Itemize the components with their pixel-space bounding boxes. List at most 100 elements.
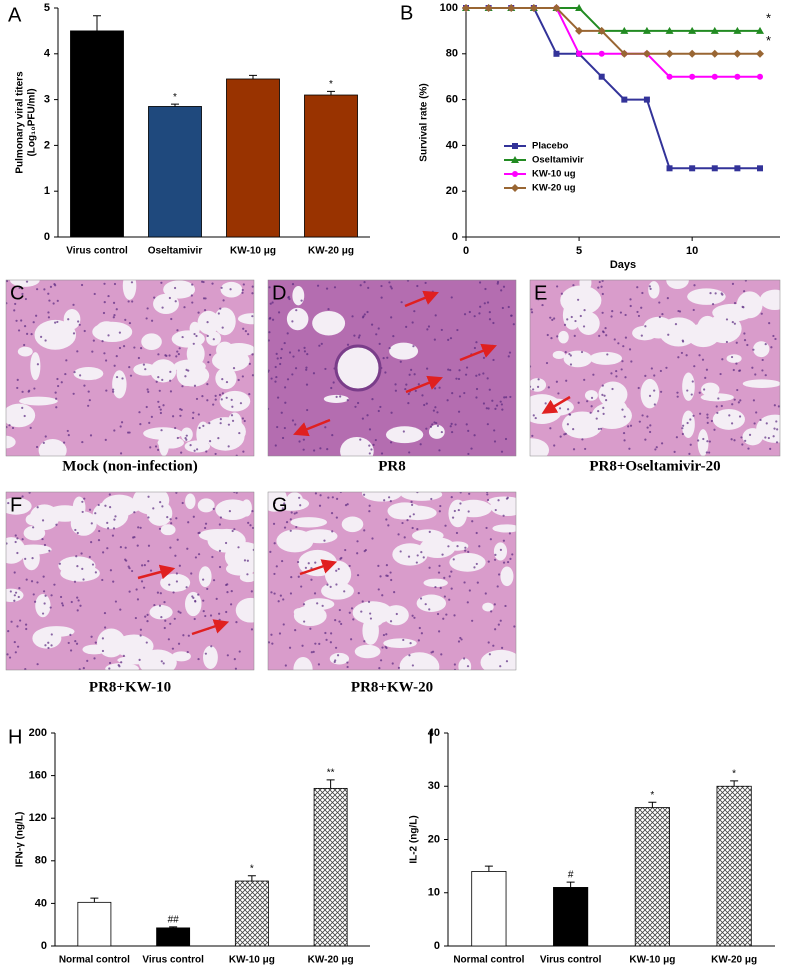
- nucleus: [251, 285, 254, 288]
- y-tick-label: 20: [428, 833, 440, 845]
- nucleus: [91, 350, 94, 353]
- nucleus: [175, 572, 178, 575]
- nucleus: [653, 403, 656, 406]
- nucleus: [636, 286, 639, 289]
- nucleus: [108, 493, 111, 496]
- nucleus: [733, 322, 736, 325]
- nucleus: [772, 435, 775, 438]
- alveolus: [6, 537, 26, 564]
- nucleus: [440, 430, 443, 434]
- nucleus: [767, 436, 770, 440]
- alveolus: [726, 354, 742, 363]
- nucleus: [600, 285, 603, 288]
- nucleus: [378, 342, 381, 345]
- nucleus: [611, 387, 614, 391]
- nucleus: [140, 580, 144, 583]
- nucleus: [458, 395, 462, 398]
- nucleus: [231, 419, 235, 422]
- nucleus: [363, 640, 366, 643]
- nucleus: [590, 405, 593, 408]
- nucleus: [483, 302, 486, 305]
- nucleus: [279, 362, 282, 366]
- nucleus: [160, 616, 163, 619]
- nucleus: [450, 587, 453, 590]
- nucleus: [371, 398, 374, 401]
- nucleus: [369, 617, 373, 620]
- y-tick-label: 30: [428, 780, 440, 792]
- nucleus: [426, 367, 429, 370]
- nucleus: [233, 658, 236, 661]
- nucleus: [457, 377, 461, 381]
- nucleus: [764, 374, 767, 377]
- nucleus: [302, 603, 306, 606]
- nucleus: [114, 600, 118, 603]
- nucleus: [389, 620, 393, 623]
- nucleus: [251, 374, 254, 377]
- nucleus: [499, 548, 502, 551]
- nucleus: [706, 421, 709, 424]
- nucleus: [273, 501, 276, 505]
- nucleus: [494, 628, 497, 631]
- nucleus: [56, 377, 59, 381]
- nucleus: [505, 660, 509, 663]
- nucleus: [482, 372, 485, 375]
- nucleus: [24, 623, 28, 626]
- arrow: [405, 375, 443, 394]
- y-tick-label: 100: [440, 2, 458, 14]
- nucleus: [501, 306, 504, 310]
- nucleus: [511, 553, 514, 556]
- data-point: [529, 4, 538, 12]
- alveolus: [329, 652, 350, 665]
- nucleus: [733, 439, 736, 442]
- nucleus: [251, 292, 254, 295]
- nucleus: [568, 413, 572, 416]
- nucleus: [109, 506, 112, 509]
- nucleus: [16, 645, 20, 648]
- nucleus: [641, 414, 644, 417]
- nucleus: [316, 602, 319, 605]
- nucleus: [146, 388, 149, 391]
- nucleus: [601, 330, 605, 333]
- nucleus: [432, 409, 435, 412]
- nucleus: [459, 502, 462, 505]
- y-tick-label: 5: [44, 2, 50, 14]
- nucleus: [494, 553, 497, 557]
- nucleus: [303, 346, 306, 349]
- nucleus: [457, 410, 461, 413]
- nucleus: [28, 492, 31, 494]
- nucleus: [207, 361, 210, 364]
- nucleus: [557, 392, 560, 395]
- nucleus: [32, 593, 35, 596]
- nucleus: [112, 301, 116, 304]
- annotation: *: [766, 10, 771, 25]
- alveolus: [46, 505, 84, 522]
- alveolus: [286, 492, 303, 508]
- nucleus: [113, 314, 116, 317]
- nucleus: [268, 339, 270, 342]
- nucleus: [103, 282, 106, 285]
- nucleus: [33, 600, 37, 603]
- nucleus: [175, 492, 178, 494]
- nucleus: [87, 404, 90, 407]
- nucleus: [510, 314, 513, 317]
- nucleus: [145, 317, 148, 320]
- annotation: *: [250, 863, 254, 874]
- nucleus: [467, 452, 470, 456]
- alveolus: [552, 350, 566, 360]
- nucleus: [6, 653, 9, 656]
- nucleus: [166, 516, 169, 519]
- error-bar: [484, 865, 493, 872]
- nucleus: [499, 619, 502, 622]
- nucleus: [300, 299, 303, 302]
- nucleus: [532, 388, 535, 391]
- data-point: [711, 165, 718, 172]
- nucleus: [212, 507, 215, 510]
- nucleus: [49, 285, 53, 288]
- nucleus: [363, 550, 366, 553]
- x-tick-label: 5: [576, 245, 582, 257]
- data-point: [598, 73, 605, 80]
- nucleus: [157, 375, 160, 379]
- nucleus: [706, 440, 709, 443]
- nucleus: [314, 561, 317, 564]
- nucleus: [29, 426, 32, 429]
